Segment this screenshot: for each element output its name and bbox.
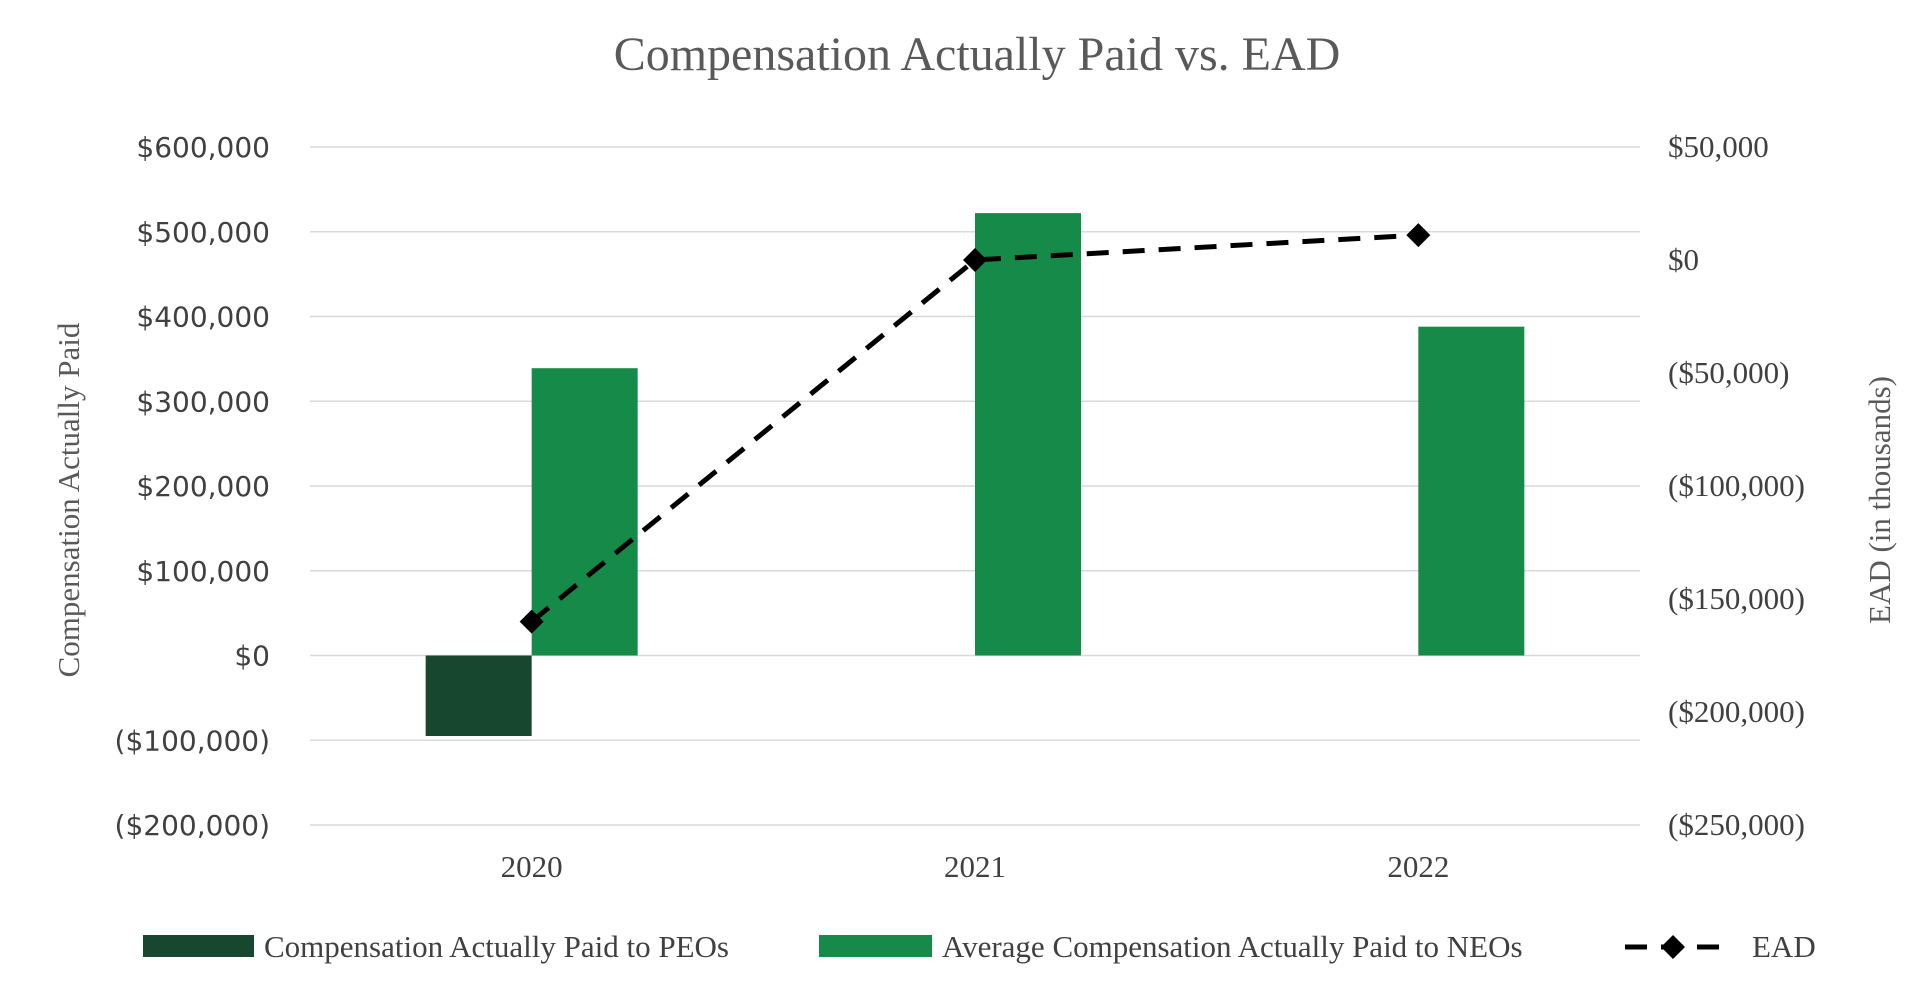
legend-label-ead: EAD — [1752, 929, 1816, 964]
bar-average-compensation-actually-paid-to-neos-2020 — [531, 368, 638, 656]
y2-axis-label: EAD (in thousands) — [1862, 376, 1897, 624]
x-tick-label: 2022 — [1387, 849, 1449, 884]
y-tick-label: $400,000 — [136, 301, 270, 334]
y2-tick-label: ($200,000) — [1668, 694, 1805, 729]
bar-average-compensation-actually-paid-to-neos-2021 — [975, 213, 1081, 656]
right-axis-ticks: $50,000 $0 ($50,000) ($100,000) ($150,000) ($… — [1668, 129, 1805, 842]
y-axis-label: Compensation Actually Paid — [51, 322, 86, 677]
left-axis-ticks: $600,000 $500,000 $400,000 $300,000 $200,000… — [115, 131, 270, 842]
legend-label-neo: Average Compensation Actually Paid to NE… — [942, 929, 1523, 964]
y-tick-label: $500,000 — [136, 216, 270, 249]
y2-tick-label: $50,000 — [1668, 129, 1769, 164]
y-tick-label: $200,000 — [136, 470, 270, 503]
y-tick-label: $300,000 — [136, 385, 270, 418]
legend-marker-ead — [1661, 935, 1685, 959]
legend-swatch-peo — [143, 935, 254, 957]
ead-marker-2022 — [1406, 223, 1431, 248]
ead-line — [530, 232, 1419, 624]
y-tick-label: $0 — [234, 640, 270, 673]
x-tick-label: 2021 — [944, 849, 1006, 884]
y-tick-label: $100,000 — [136, 555, 270, 588]
y2-tick-label: ($250,000) — [1668, 807, 1805, 842]
y2-tick-label: ($100,000) — [1668, 468, 1805, 503]
bars — [425, 213, 1525, 737]
ead-line-series — [519, 223, 1431, 634]
legend-label-peo: Compensation Actually Paid to PEOs — [264, 929, 729, 964]
y-tick-label: $600,000 — [136, 131, 270, 164]
bar-compensation-actually-paid-to-peos-2020 — [425, 655, 532, 737]
x-axis-ticks: 2020 2021 2022 — [501, 849, 1450, 884]
legend: Compensation Actually Paid to PEOs Averag… — [143, 929, 1816, 964]
x-tick-label: 2020 — [501, 849, 563, 884]
y2-tick-label: ($150,000) — [1668, 581, 1805, 616]
y2-tick-label: $0 — [1668, 242, 1699, 277]
chart-title: Compensation Actually Paid vs. EAD — [614, 28, 1341, 81]
legend-swatch-neo — [819, 935, 932, 957]
y-tick-label: ($200,000) — [115, 809, 270, 842]
bar-average-compensation-actually-paid-to-neos-2022 — [1418, 326, 1525, 656]
ead-marker-2021 — [963, 248, 987, 272]
y2-tick-label: ($50,000) — [1668, 355, 1789, 390]
ead-marker-2020 — [519, 609, 544, 634]
y-tick-label: ($100,000) — [115, 724, 270, 757]
